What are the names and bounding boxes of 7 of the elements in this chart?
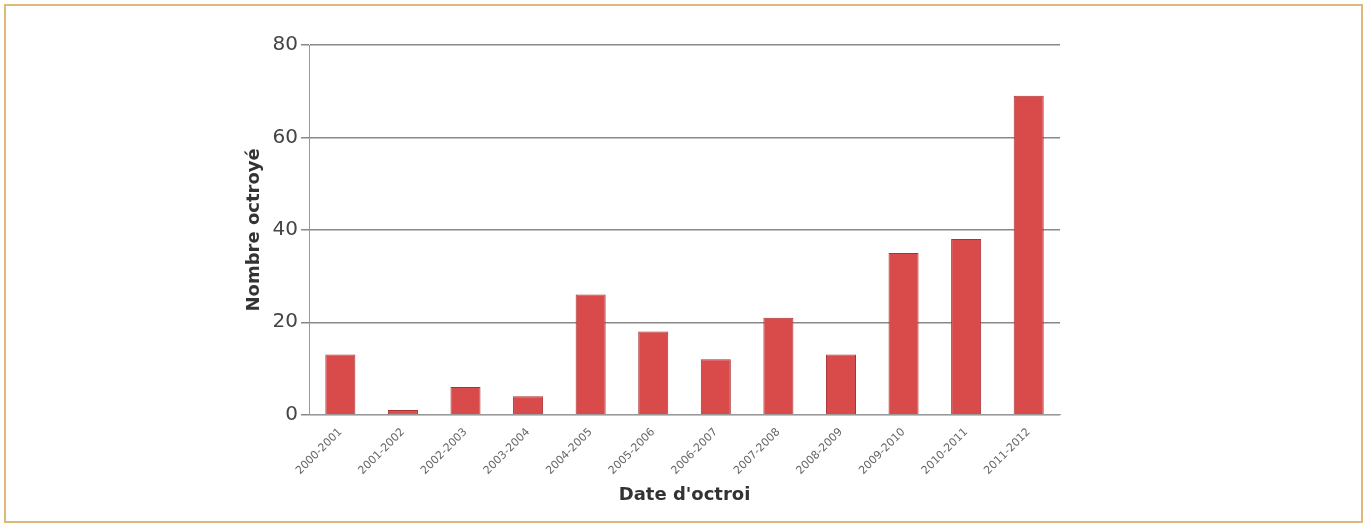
y-tick-label: 20 bbox=[272, 308, 299, 333]
y-tick-label: 80 bbox=[272, 31, 299, 56]
x-axis-title: Date d'octroi bbox=[618, 482, 751, 504]
y-tick-label: 40 bbox=[272, 216, 299, 241]
y-axis-title: Nombre octroyé bbox=[242, 148, 264, 312]
y-tick-label: 0 bbox=[285, 400, 299, 425]
y-tick-label: 60 bbox=[272, 123, 299, 148]
